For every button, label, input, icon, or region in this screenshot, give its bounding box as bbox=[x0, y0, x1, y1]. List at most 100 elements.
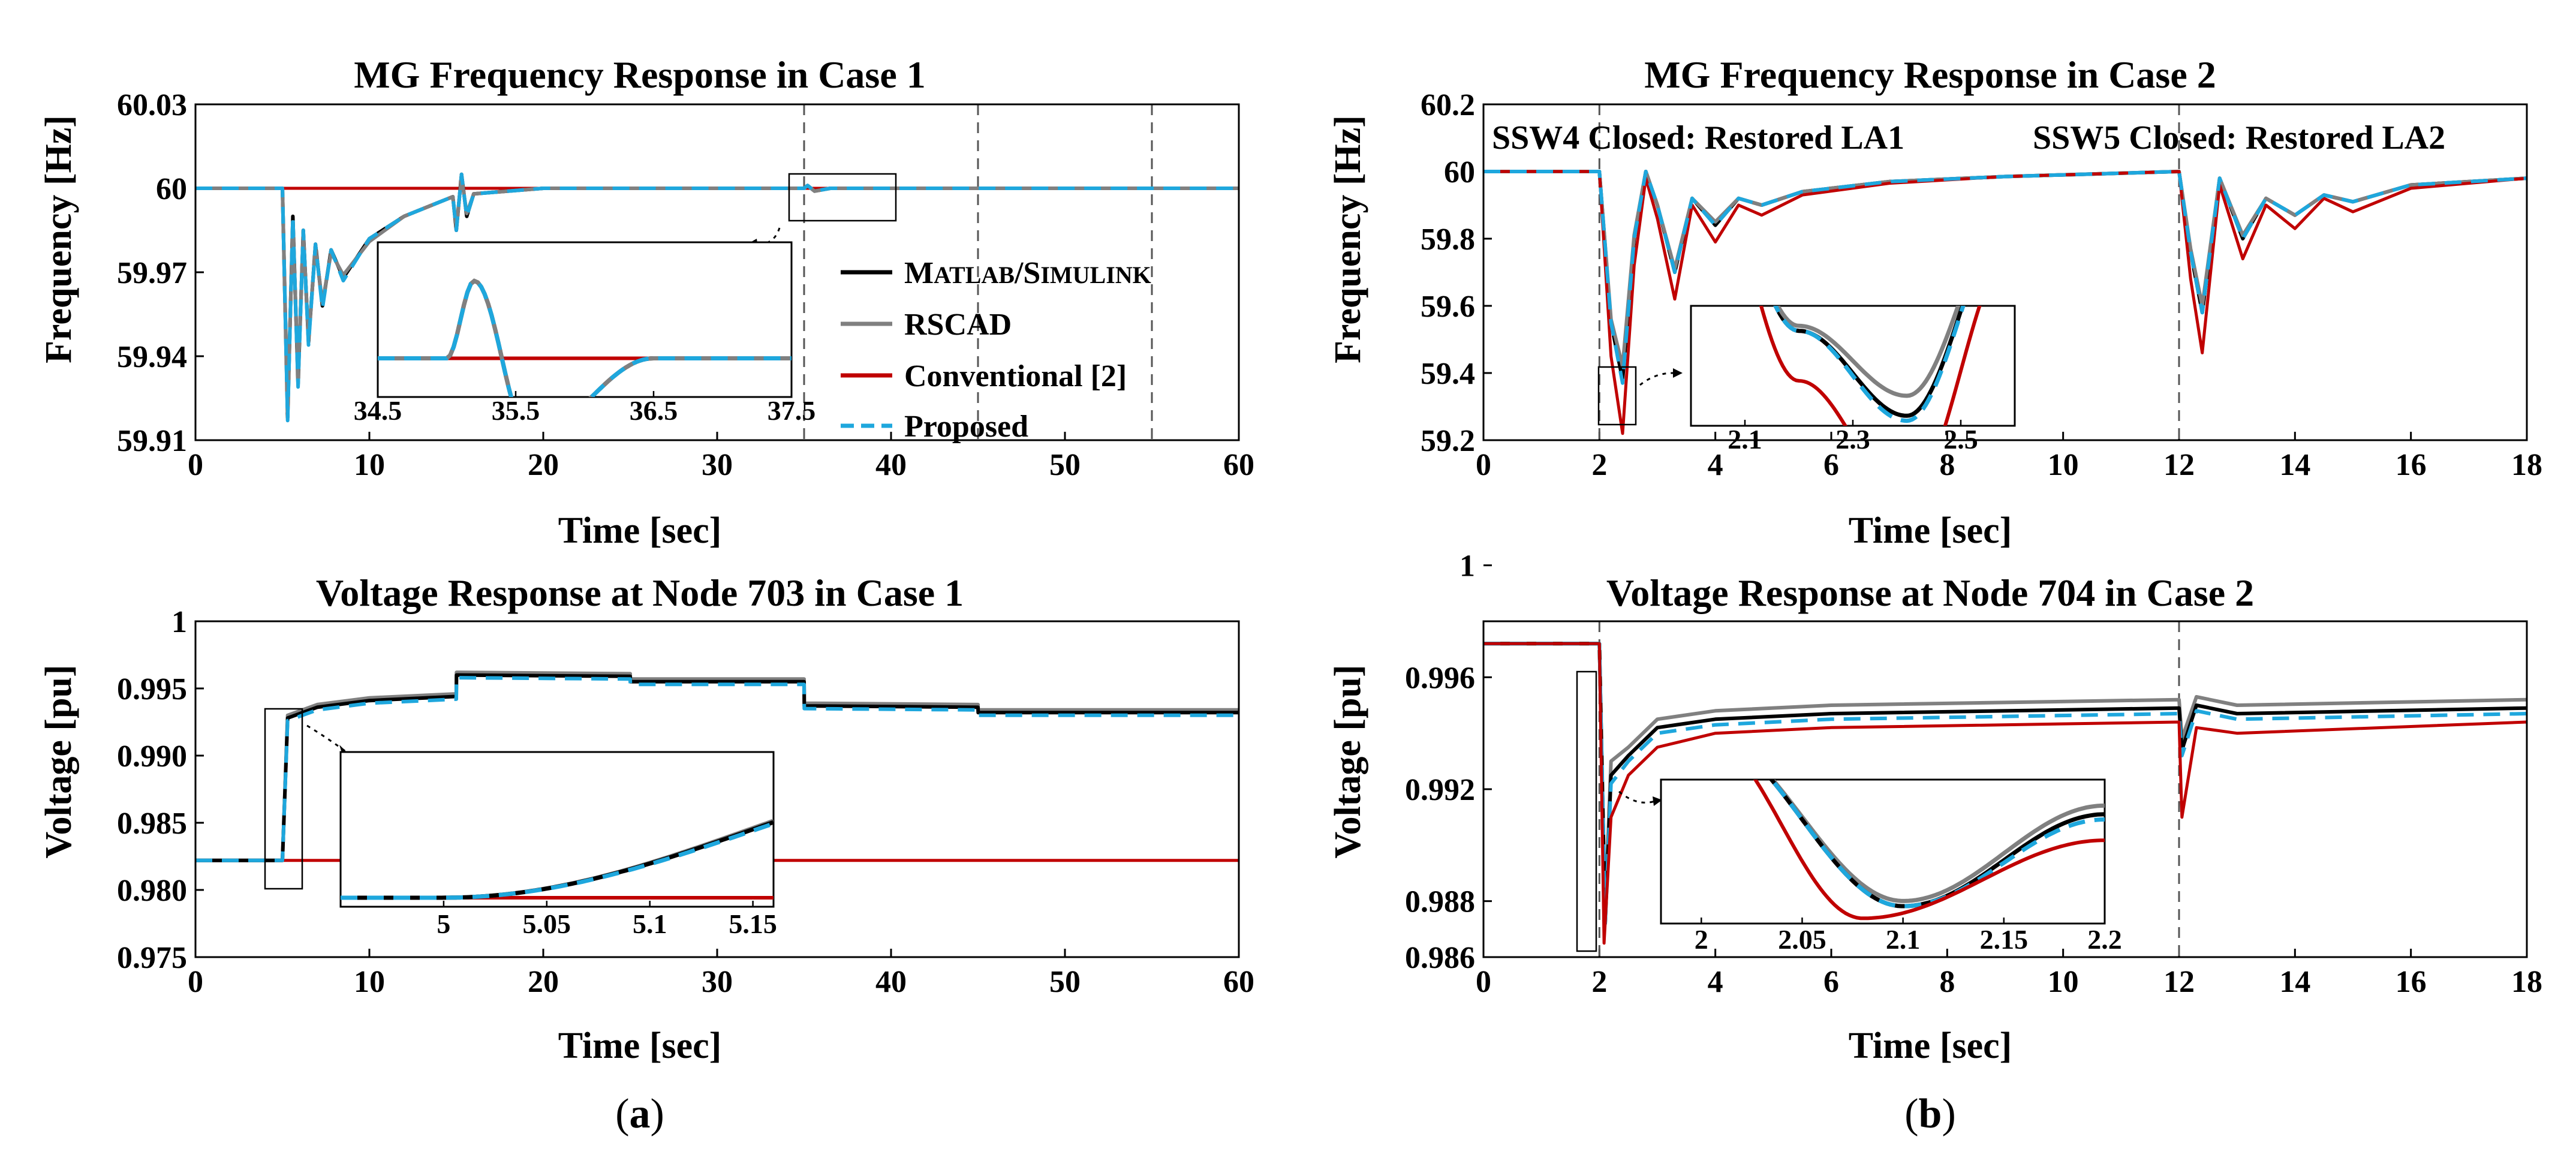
legend-label-matlab: MATLAB/SIMULINK bbox=[904, 256, 1151, 290]
p2-ticks: 0 2 4 6 8 10 12 14 16 18 59.2 59.4 59.6 59.8 60 60.2 bbox=[1421, 88, 2542, 482]
p4-zoom-arrowhead bbox=[1653, 796, 1662, 806]
p2-xtick-label: 0 bbox=[1476, 448, 1491, 482]
p4-inset-xtick-label: 2.15 bbox=[1980, 924, 2029, 955]
p3-inset-ticks: 5 5.05 5.1 5.15 bbox=[437, 901, 777, 939]
p3-series-rscad bbox=[195, 670, 1239, 862]
p1-vlines bbox=[803, 104, 1153, 440]
p3-series-proposed bbox=[195, 676, 1239, 862]
p2-ytick-label: 60.2 bbox=[1421, 88, 1475, 122]
p1-xlabel: Time [sec] bbox=[558, 510, 722, 551]
p2-inset-ticks: 2.1 2.3 2.5 bbox=[1728, 420, 1978, 455]
p1-axes-frame bbox=[194, 103, 1240, 441]
p2-series-conventional-2 bbox=[1483, 170, 2527, 435]
p4-zoom-box bbox=[1576, 670, 1597, 952]
p2-xtick-label: 12 bbox=[2163, 448, 2195, 482]
p4-ytick-label: 0.992 bbox=[1405, 773, 1475, 807]
p2-xtick-label: 4 bbox=[1708, 448, 1723, 482]
p1-ytick-label: 60 bbox=[156, 172, 187, 206]
p1-ytick-label: 60.03 bbox=[117, 88, 187, 122]
p2-annotation-ssw5: SSW5 Closed: Restored LA2 bbox=[2033, 119, 2445, 157]
p3-zoom-box bbox=[264, 708, 303, 890]
p3-series-matlab-simulink bbox=[195, 673, 1239, 862]
p2-xtick-label: 10 bbox=[2048, 448, 2079, 482]
p1-xtick-label: 10 bbox=[354, 448, 385, 482]
p4-inset-lines bbox=[1753, 780, 2105, 921]
p4-inset-series-conventional-2 bbox=[1753, 780, 2105, 921]
p2-ytick-label: 59.4 bbox=[1421, 357, 1475, 391]
p2-inset-xtick-label: 2.1 bbox=[1728, 424, 1762, 455]
p4-ytick-label: 0.986 bbox=[1405, 941, 1475, 975]
p2-ytick-label: 59.2 bbox=[1421, 424, 1475, 458]
legend-label-conventional: Conventional [2] bbox=[904, 359, 1127, 393]
p3-xtick-label: 50 bbox=[1049, 965, 1081, 999]
p2-xtick-label: 14 bbox=[2279, 448, 2310, 482]
p2-zoom-arrow bbox=[1639, 372, 1674, 386]
p4-series-lines bbox=[1483, 642, 2527, 945]
p2-inset-lines bbox=[1759, 306, 1982, 426]
p1-xtick-label: 20 bbox=[528, 448, 559, 482]
p4-xtick-label: 0 bbox=[1476, 965, 1491, 999]
p1-xtick-label: 0 bbox=[188, 448, 203, 482]
p2-axes-frame bbox=[1482, 103, 2528, 441]
p4-ylabel: Voltage [pu] bbox=[1328, 664, 1368, 858]
p4-xtick-label: 8 bbox=[1939, 965, 1955, 999]
p1-xtick-label: 40 bbox=[875, 448, 907, 482]
panel-frequency-case2: MG Frequency Response in Case 2 Frequenc… bbox=[1328, 53, 2542, 551]
p3-xtick-label: 20 bbox=[528, 965, 559, 999]
legend-label-rscad: RSCAD bbox=[904, 308, 1012, 342]
p3-inset-frame bbox=[339, 751, 775, 908]
sublabel-a: (a) bbox=[615, 1091, 664, 1137]
p4-xtick-label: 2 bbox=[1591, 965, 1607, 999]
p4-series-conventional-2 bbox=[1483, 642, 2527, 945]
p2-xtick-label: 16 bbox=[2396, 448, 2427, 482]
p1-ylabel: Frequency [Hz] bbox=[38, 115, 79, 363]
p4-inset-xtick-label: 2.1 bbox=[1886, 924, 1921, 955]
p3-ytick-label: 1 bbox=[171, 605, 187, 639]
p3-inset-xtick-label: 5.1 bbox=[633, 909, 667, 939]
p3-zoom-arrow bbox=[306, 724, 345, 752]
p1-inset-clipped bbox=[378, 278, 792, 397]
p4-xtick-label: 14 bbox=[2279, 965, 2310, 999]
p1-inset-xtick-label: 35.5 bbox=[492, 395, 540, 426]
p2-vlines bbox=[1598, 104, 2180, 440]
p2-zoom-box bbox=[1597, 366, 1637, 426]
p4-title: Voltage Response at Node 704 in Case 2 bbox=[1606, 572, 2254, 614]
p3-ytick-label: 0.995 bbox=[117, 672, 187, 706]
p4-inset-xtick-label: 2 bbox=[1695, 924, 1708, 955]
p2-title: MG Frequency Response in Case 2 bbox=[1644, 53, 2216, 96]
p1-ticks: 0 10 20 30 40 50 60 59.91 59.94 59.97 60 60.03 bbox=[117, 88, 1254, 482]
p2-ytick-label: 59.8 bbox=[1421, 222, 1475, 257]
p2-ytick-label: 59.6 bbox=[1421, 290, 1475, 324]
p4-xtick-label: 10 bbox=[2048, 965, 2079, 999]
p1-ytick-label: 59.91 bbox=[117, 424, 187, 458]
p4-inset-series-proposed bbox=[1768, 780, 2105, 909]
p4-ytick-label: 0.996 bbox=[1405, 661, 1475, 695]
p3-ticks: 0 10 20 30 40 50 60 0.975 0.980 0.985 0.990 0.995 1 bbox=[117, 605, 1254, 999]
p2-series-lines bbox=[1483, 170, 2527, 435]
panel-frequency-case1: MG Frequency Response in Case 1 Frequenc… bbox=[38, 53, 1254, 551]
p4-inset-frame bbox=[1660, 778, 2106, 925]
p1-inset-xtick-label: 34.5 bbox=[354, 395, 402, 426]
p3-xlabel: Time [sec] bbox=[558, 1025, 722, 1066]
p2-xtick-label: 6 bbox=[1823, 448, 1839, 482]
p3-xtick-label: 30 bbox=[702, 965, 733, 999]
p1-xtick-label: 50 bbox=[1049, 448, 1081, 482]
p3-ytick-label: 0.975 bbox=[117, 941, 187, 975]
p3-inset-xtick-label: 5.15 bbox=[729, 909, 777, 939]
p3-inset-clipped bbox=[341, 819, 774, 900]
p3-ylabel: Voltage [pu] bbox=[38, 664, 79, 858]
p1-series-lines bbox=[195, 172, 1239, 423]
p4-xtick-label: 4 bbox=[1708, 965, 1723, 999]
p2-inset-series-proposed bbox=[1773, 306, 1966, 423]
p4-xtick-label: 6 bbox=[1823, 965, 1839, 999]
panel-voltage-node703: Voltage Response at Node 703 in Case 1 V… bbox=[38, 572, 1254, 1066]
p4-zoom-arrow bbox=[1618, 790, 1656, 804]
p1-series-proposed bbox=[195, 172, 1239, 423]
p1-title: MG Frequency Response in Case 1 bbox=[354, 53, 925, 96]
p1-xtick-label: 60 bbox=[1223, 448, 1254, 482]
p3-xtick-label: 40 bbox=[875, 965, 907, 999]
p3-xtick-label: 60 bbox=[1223, 965, 1254, 999]
p2-inset-frame bbox=[1690, 305, 2016, 427]
p4-inset-xtick-label: 2.05 bbox=[1778, 924, 1826, 955]
p1-xtick-label: 30 bbox=[702, 448, 733, 482]
